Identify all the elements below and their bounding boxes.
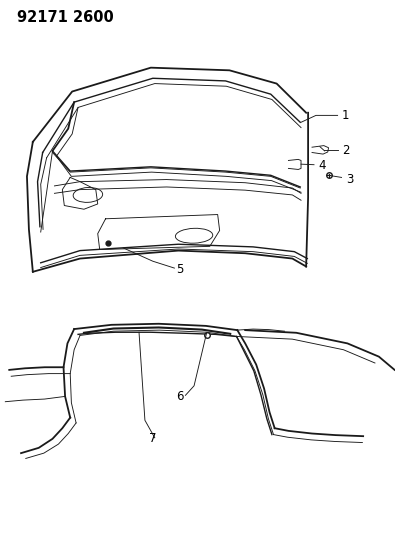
Text: 92171 2600: 92171 2600	[17, 10, 114, 25]
Text: 2: 2	[342, 144, 349, 157]
Text: 3: 3	[346, 173, 353, 185]
Text: 1: 1	[342, 109, 349, 122]
Text: 4: 4	[318, 159, 326, 172]
Text: 5: 5	[177, 263, 184, 276]
Text: 6: 6	[177, 390, 184, 403]
Text: 7: 7	[149, 432, 156, 446]
